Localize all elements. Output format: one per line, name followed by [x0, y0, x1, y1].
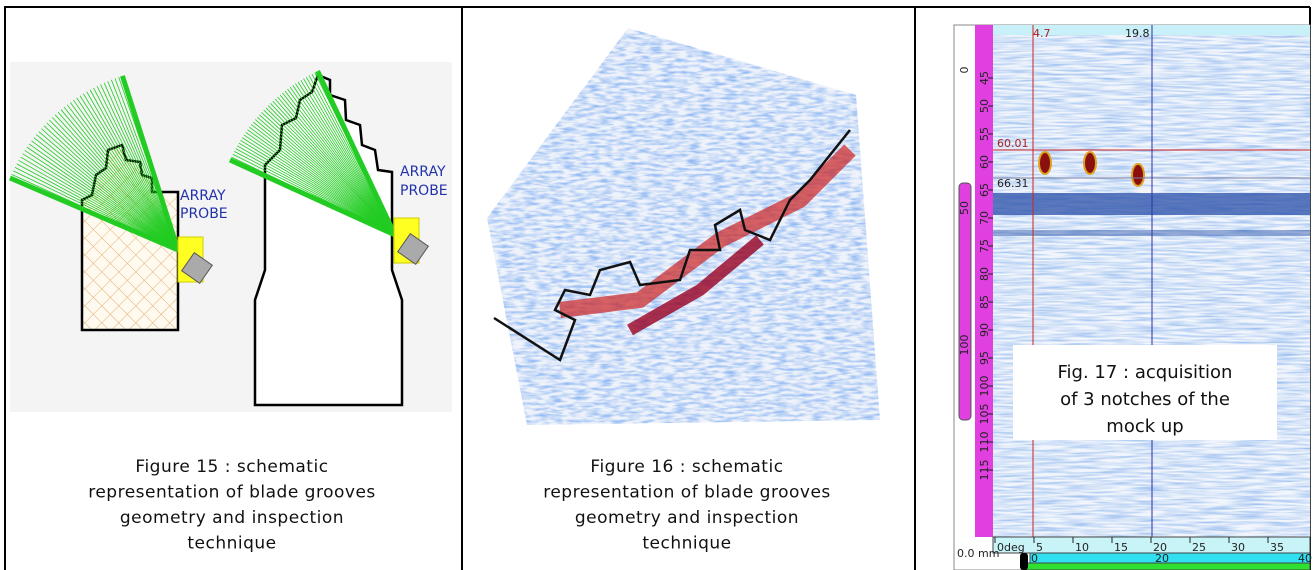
depth-tick: 55	[978, 127, 991, 141]
cursor-label: 60.01	[997, 137, 1029, 150]
depth-tick: 80	[978, 267, 991, 281]
left-tick: 100	[958, 335, 971, 356]
depth-tick: 110	[978, 432, 991, 453]
x2-tick: 40	[1298, 552, 1312, 565]
caption-line: technique	[187, 534, 276, 554]
left-tick: 50	[958, 201, 971, 215]
scan-view: 4.7 19.8 60.01 66.31 0.0 mm 45 50 55 60 65 70…	[954, 25, 1312, 570]
depth-tick: 75	[978, 239, 991, 253]
page: ARRAY PROBE ARRAY PROBE Figure 15 : sche…	[0, 0, 1314, 570]
x2-tick: 20	[1155, 552, 1169, 565]
caption-line: representation of blade grooves	[88, 483, 376, 503]
depth-tick: 105	[978, 404, 991, 425]
depth-tick: 100	[978, 376, 991, 397]
probe-label: PROBE	[180, 206, 228, 222]
x-tick: 35	[1270, 541, 1284, 554]
depth-tick: 65	[978, 183, 991, 197]
depth-tick: 115	[978, 460, 991, 481]
probe-label: PROBE	[400, 183, 448, 199]
schematic: ARRAY PROBE ARRAY PROBE	[10, 62, 452, 412]
depth-tick: 85	[978, 295, 991, 309]
x-tick: 25	[1192, 541, 1206, 554]
cursor-label: 66.31	[997, 177, 1029, 190]
cursor-label: 4.7	[1033, 27, 1051, 40]
depth-tick: 45	[978, 71, 991, 85]
caption: Figure 15 : schematic representation of b…	[88, 457, 376, 554]
probe-label: ARRAY	[400, 164, 446, 180]
caption-line: representation of blade grooves	[543, 483, 831, 503]
x-tick: 30	[1231, 541, 1245, 554]
caption-line: of 3 notches of the	[1060, 389, 1230, 410]
depth-tick: 95	[978, 351, 991, 365]
probe-label: ARRAY	[180, 188, 226, 204]
caption-line: geometry and inspection	[575, 508, 799, 528]
caption-line: technique	[642, 534, 731, 554]
depth-tick: 90	[978, 323, 991, 337]
caption-line: geometry and inspection	[120, 508, 344, 528]
left-tick: 0	[958, 67, 971, 74]
offset-label: 0.0 mm	[957, 547, 999, 560]
depth-tick: 70	[978, 211, 991, 225]
depth-tick: 50	[978, 99, 991, 113]
caption-line: Figure 15 : schematic	[135, 457, 328, 477]
caption-line: Fig. 17 : acquisition	[1058, 362, 1233, 383]
x-tick: 10	[1075, 541, 1089, 554]
x-tick: 15	[1114, 541, 1128, 554]
caption-line: Figure 16 : schematic	[590, 457, 783, 477]
x-tick: 0deg	[997, 541, 1025, 554]
caption-line: mock up	[1106, 416, 1183, 437]
sectorial-scan	[480, 25, 890, 430]
caption: Figure 16 : schematic representation of b…	[543, 457, 831, 554]
figure-strip: ARRAY PROBE ARRAY PROBE Figure 15 : sche…	[0, 0, 1314, 570]
depth-tick: 60	[978, 155, 991, 169]
cursor-label: 19.8	[1125, 27, 1150, 40]
x2-tick: 0	[1031, 552, 1038, 565]
